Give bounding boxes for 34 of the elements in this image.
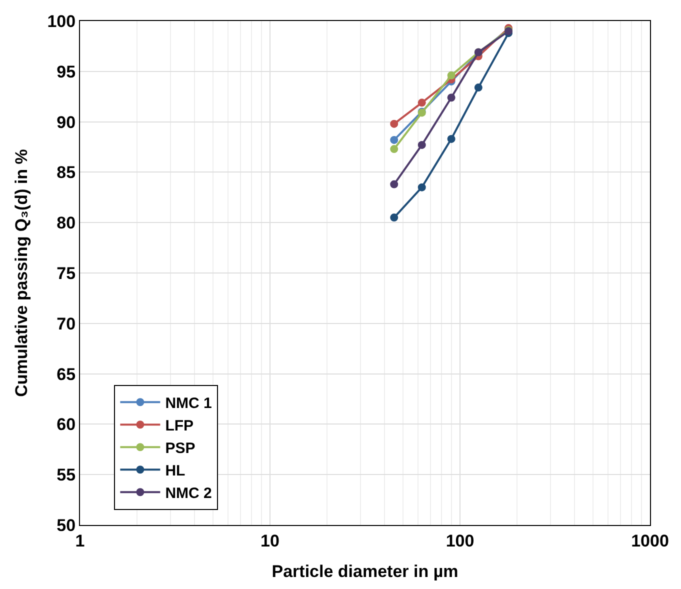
x-tick-label: 100 (446, 531, 474, 550)
point (390, 120, 398, 128)
y-tick-label: 90 (56, 112, 76, 132)
y-tick-label: 60 (56, 415, 76, 434)
y-axis-title: Cumulative passing Q₃(d) in % (12, 149, 31, 397)
legend-label: HL (165, 462, 186, 480)
legend-label: NMC 2 (165, 484, 212, 502)
point (390, 180, 398, 188)
y-tick-label: 70 (56, 314, 76, 334)
y-tick-label: 80 (56, 214, 76, 233)
point (418, 98, 426, 107)
point (447, 71, 456, 80)
y-tick-label: 75 (56, 264, 76, 283)
x-axis-title: Particle diameter in µm (272, 562, 458, 581)
y-tick-label: 95 (56, 62, 76, 82)
y-tick-label: 50 (56, 516, 76, 535)
x-tick-label: 1000 (631, 531, 669, 550)
y-tick-label: 100 (47, 12, 76, 31)
legend-label: PSP (165, 440, 196, 457)
point (390, 214, 398, 222)
point (418, 140, 426, 149)
point (390, 136, 398, 144)
y-tick-label: 55 (56, 466, 76, 485)
point (447, 94, 456, 102)
legend-label: NMC 1 (165, 394, 212, 412)
point (418, 183, 426, 192)
x-tick-label: 10 (260, 531, 280, 550)
legend-label: LFP (165, 417, 194, 434)
point (474, 84, 482, 92)
y-tick-label: 65 (56, 364, 76, 384)
point (447, 134, 456, 143)
point (390, 145, 398, 154)
x-tick-label: 1 (75, 531, 85, 550)
y-tick-label: 85 (56, 163, 76, 182)
